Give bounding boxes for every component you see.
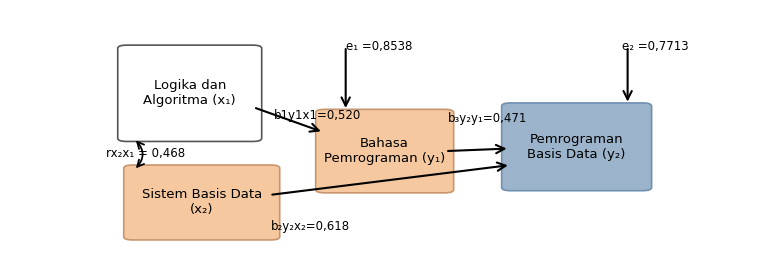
Text: e₁ =0,8538: e₁ =0,8538 (346, 40, 412, 53)
Text: rx₂x₁ = 0,468: rx₂x₁ = 0,468 (106, 147, 185, 160)
Text: b₂y₂x₂=0,618: b₂y₂x₂=0,618 (271, 220, 350, 232)
FancyBboxPatch shape (316, 109, 454, 193)
Text: e₂ =0,7713: e₂ =0,7713 (622, 40, 688, 53)
FancyBboxPatch shape (502, 103, 652, 191)
Text: b₃y₂y₁=0,471: b₃y₂y₁=0,471 (447, 113, 527, 125)
FancyBboxPatch shape (124, 165, 279, 240)
Text: b1y1x1=0,520: b1y1x1=0,520 (274, 109, 361, 122)
Text: Sistem Basis Data
(x₂): Sistem Basis Data (x₂) (142, 188, 262, 217)
FancyArrowPatch shape (137, 142, 144, 167)
Text: Bahasa
Pemrograman (y₁): Bahasa Pemrograman (y₁) (324, 137, 445, 165)
Text: Pemrograman
Basis Data (y₂): Pemrograman Basis Data (y₂) (527, 133, 626, 161)
Text: Logika dan
Algoritma (x₁): Logika dan Algoritma (x₁) (143, 79, 236, 107)
FancyBboxPatch shape (118, 45, 262, 142)
